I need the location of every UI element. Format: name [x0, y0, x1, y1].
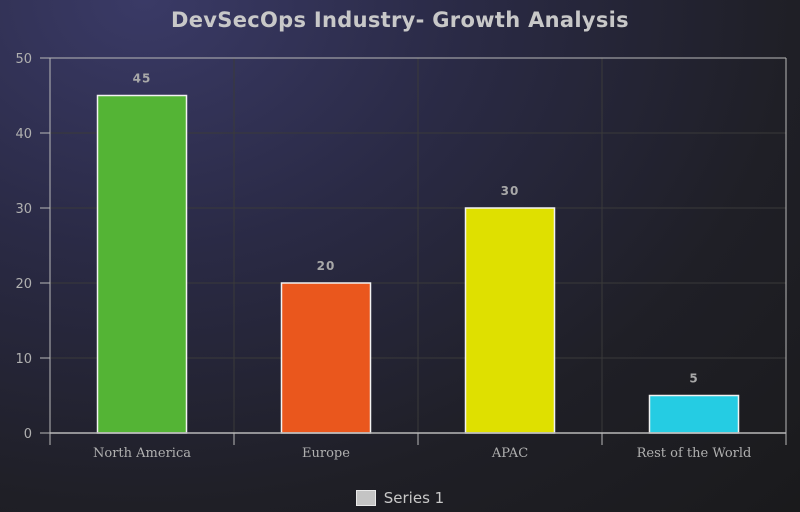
- x-tick-label: North America: [93, 446, 191, 461]
- legend-swatch: [355, 490, 376, 506]
- x-tick-label: Europe: [302, 446, 350, 461]
- y-tick-label: 0: [24, 427, 32, 442]
- bar: [464, 207, 556, 434]
- axes: [40, 57, 787, 445]
- x-tick-label: Rest of the World: [637, 446, 752, 461]
- bar: [280, 282, 372, 434]
- data-label: 5: [689, 372, 698, 386]
- data-label: 30: [501, 184, 520, 198]
- y-tick-label: 30: [15, 202, 32, 217]
- y-tick-label: 40: [15, 127, 32, 142]
- y-tick-label: 10: [15, 352, 32, 367]
- chart-title: DevSecOps Industry- Growth Analysis: [171, 8, 629, 32]
- x-tick-label: APAC: [491, 446, 528, 461]
- data-label: 20: [317, 259, 336, 273]
- bars: [96, 94, 740, 434]
- bar: [648, 394, 740, 434]
- y-tick-label: 20: [15, 277, 32, 292]
- legend-label: Series 1: [383, 489, 445, 507]
- bar: [96, 94, 188, 434]
- legend[interactable]: Series 1: [0, 488, 800, 508]
- y-tick-label: 50: [15, 52, 32, 67]
- data-label: 45: [133, 72, 152, 86]
